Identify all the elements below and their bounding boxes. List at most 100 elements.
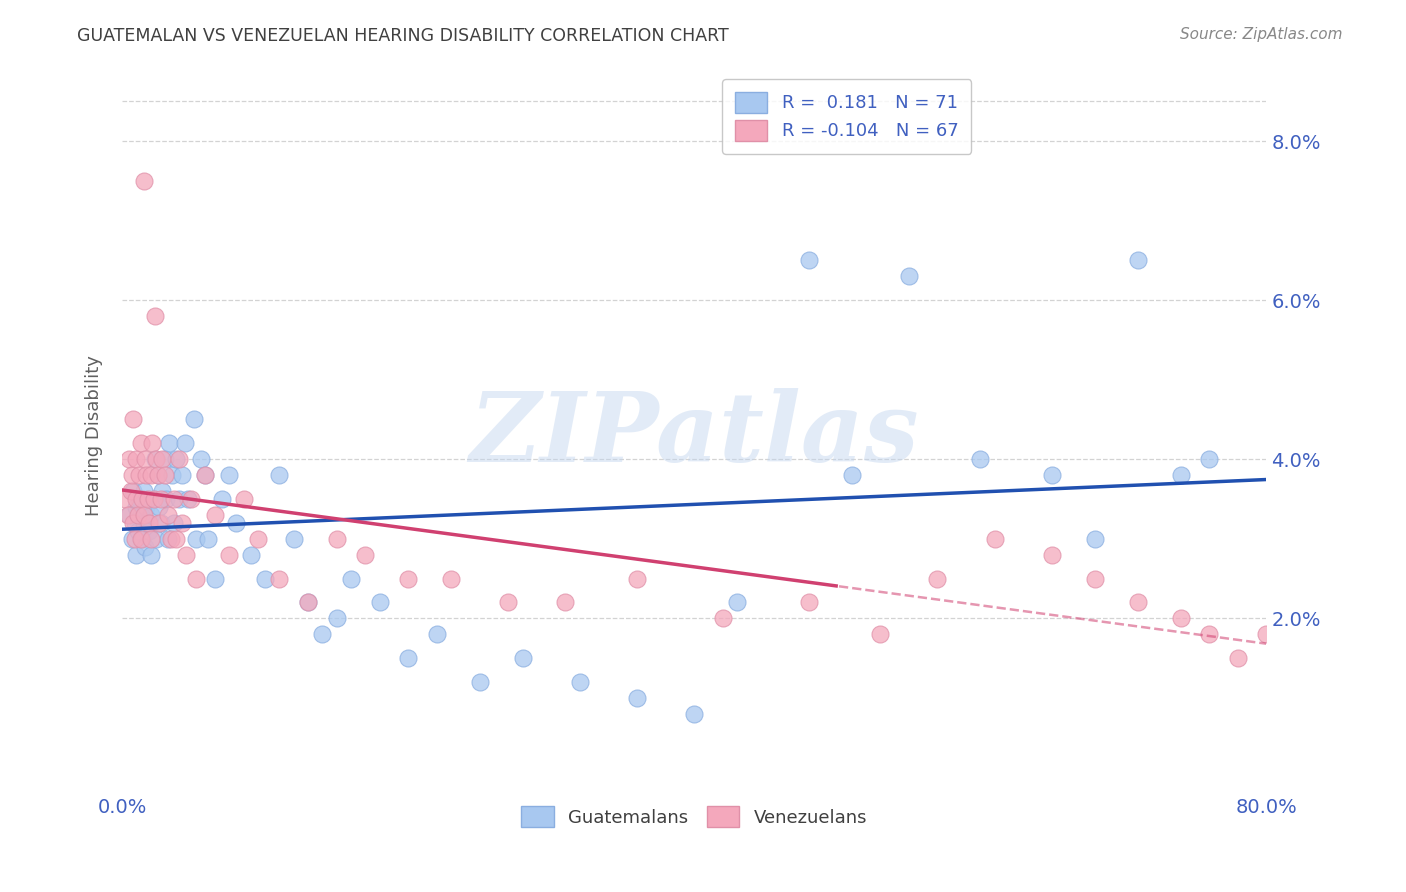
Point bbox=[120, 484, 142, 499]
Point bbox=[440, 572, 463, 586]
Point bbox=[167, 491, 190, 506]
Point bbox=[159, 532, 181, 546]
Point bbox=[204, 508, 226, 522]
Point bbox=[1126, 253, 1149, 268]
Point bbox=[797, 595, 820, 609]
Point bbox=[1126, 595, 1149, 609]
Point bbox=[125, 500, 148, 514]
Point bbox=[134, 540, 156, 554]
Point bbox=[118, 452, 141, 467]
Point bbox=[197, 532, 219, 546]
Point bbox=[194, 468, 217, 483]
Point bbox=[142, 491, 165, 506]
Point bbox=[180, 491, 202, 506]
Point bbox=[114, 491, 136, 506]
Point bbox=[172, 516, 194, 530]
Point bbox=[165, 452, 187, 467]
Point bbox=[121, 468, 143, 483]
Point bbox=[131, 532, 153, 546]
Point bbox=[1040, 468, 1063, 483]
Point bbox=[122, 412, 145, 426]
Point bbox=[145, 452, 167, 467]
Point bbox=[232, 491, 254, 506]
Point bbox=[269, 468, 291, 483]
Point bbox=[150, 484, 173, 499]
Point bbox=[426, 627, 449, 641]
Point bbox=[117, 508, 139, 522]
Point bbox=[139, 508, 162, 522]
Point bbox=[311, 627, 333, 641]
Point bbox=[153, 468, 176, 483]
Point bbox=[841, 468, 863, 483]
Point bbox=[155, 491, 177, 506]
Point bbox=[150, 452, 173, 467]
Point bbox=[211, 491, 233, 506]
Point bbox=[1170, 468, 1192, 483]
Point bbox=[156, 508, 179, 522]
Point bbox=[149, 516, 172, 530]
Point bbox=[135, 468, 157, 483]
Point bbox=[568, 675, 591, 690]
Point bbox=[127, 524, 149, 538]
Point bbox=[254, 572, 277, 586]
Point bbox=[135, 500, 157, 514]
Point bbox=[246, 532, 269, 546]
Point bbox=[162, 516, 184, 530]
Point bbox=[167, 452, 190, 467]
Point bbox=[125, 548, 148, 562]
Point bbox=[162, 491, 184, 506]
Point bbox=[136, 491, 159, 506]
Point bbox=[131, 491, 153, 506]
Point bbox=[297, 595, 319, 609]
Point bbox=[1170, 611, 1192, 625]
Y-axis label: Hearing Disability: Hearing Disability bbox=[86, 355, 103, 516]
Point bbox=[1040, 548, 1063, 562]
Point bbox=[554, 595, 576, 609]
Point bbox=[138, 516, 160, 530]
Point bbox=[186, 572, 208, 586]
Point bbox=[1256, 627, 1278, 641]
Point bbox=[239, 548, 262, 562]
Point bbox=[122, 484, 145, 499]
Point bbox=[149, 491, 172, 506]
Point bbox=[176, 548, 198, 562]
Point bbox=[177, 491, 200, 506]
Point bbox=[132, 174, 155, 188]
Point bbox=[927, 572, 949, 586]
Point bbox=[136, 516, 159, 530]
Point bbox=[368, 595, 391, 609]
Point bbox=[156, 532, 179, 546]
Point bbox=[174, 436, 197, 450]
Text: GUATEMALAN VS VENEZUELAN HEARING DISABILITY CORRELATION CHART: GUATEMALAN VS VENEZUELAN HEARING DISABIL… bbox=[77, 27, 730, 45]
Point bbox=[204, 572, 226, 586]
Point bbox=[148, 500, 170, 514]
Point bbox=[128, 491, 150, 506]
Point bbox=[325, 611, 347, 625]
Point bbox=[138, 524, 160, 538]
Point bbox=[897, 269, 920, 284]
Point bbox=[122, 516, 145, 530]
Point bbox=[269, 572, 291, 586]
Point bbox=[354, 548, 377, 562]
Point bbox=[225, 516, 247, 530]
Point bbox=[797, 253, 820, 268]
Point bbox=[139, 468, 162, 483]
Point bbox=[172, 468, 194, 483]
Point bbox=[983, 532, 1005, 546]
Point bbox=[325, 532, 347, 546]
Point bbox=[141, 436, 163, 450]
Point bbox=[496, 595, 519, 609]
Point bbox=[1084, 572, 1107, 586]
Point bbox=[121, 532, 143, 546]
Point bbox=[969, 452, 991, 467]
Point bbox=[218, 468, 240, 483]
Point bbox=[132, 516, 155, 530]
Legend: Guatemalans, Venezuelans: Guatemalans, Venezuelans bbox=[515, 799, 875, 834]
Point bbox=[1084, 532, 1107, 546]
Point bbox=[711, 611, 734, 625]
Point bbox=[146, 468, 169, 483]
Point bbox=[165, 532, 187, 546]
Point bbox=[128, 468, 150, 483]
Point bbox=[186, 532, 208, 546]
Point bbox=[194, 468, 217, 483]
